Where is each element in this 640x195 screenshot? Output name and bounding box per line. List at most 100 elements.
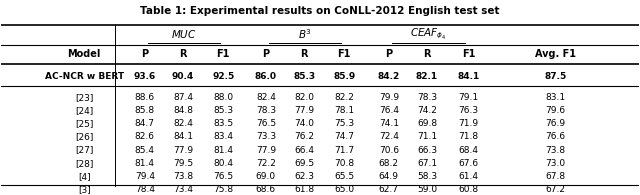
Text: 64.9: 64.9 (379, 172, 399, 181)
Text: 74.0: 74.0 (294, 119, 314, 128)
Text: 68.4: 68.4 (458, 146, 479, 155)
Text: 84.8: 84.8 (173, 106, 193, 115)
Text: 70.8: 70.8 (334, 159, 355, 168)
Text: 86.0: 86.0 (255, 72, 277, 81)
Text: 65.0: 65.0 (334, 185, 355, 194)
Text: 76.2: 76.2 (294, 132, 314, 141)
Text: 66.4: 66.4 (294, 146, 314, 155)
Text: 83.1: 83.1 (546, 93, 566, 102)
Text: 82.0: 82.0 (294, 93, 314, 102)
Text: 74.2: 74.2 (417, 106, 437, 115)
Text: 73.4: 73.4 (173, 185, 193, 194)
Text: 81.4: 81.4 (213, 146, 233, 155)
Text: 75.8: 75.8 (213, 185, 233, 194)
Text: 76.5: 76.5 (256, 119, 276, 128)
Text: 79.6: 79.6 (546, 106, 566, 115)
Text: 75.3: 75.3 (334, 119, 355, 128)
Text: [27]: [27] (75, 146, 93, 155)
Text: 82.2: 82.2 (334, 93, 354, 102)
Text: 85.3: 85.3 (213, 106, 233, 115)
Text: 67.2: 67.2 (546, 185, 566, 194)
Text: P: P (141, 49, 148, 59)
Text: 58.3: 58.3 (417, 172, 437, 181)
Text: 74.7: 74.7 (334, 132, 354, 141)
Text: 61.4: 61.4 (458, 172, 479, 181)
Text: 93.6: 93.6 (134, 72, 156, 81)
Text: [4]: [4] (78, 172, 90, 181)
Text: 62.7: 62.7 (379, 185, 399, 194)
Text: 76.6: 76.6 (546, 132, 566, 141)
Text: 73.8: 73.8 (546, 146, 566, 155)
Text: R: R (300, 49, 308, 59)
Text: 69.8: 69.8 (417, 119, 437, 128)
Text: 67.6: 67.6 (458, 159, 479, 168)
Text: Table 1: Experimental results on CoNLL-2012 English test set: Table 1: Experimental results on CoNLL-2… (140, 6, 500, 16)
Text: 87.5: 87.5 (545, 72, 567, 81)
Text: 90.4: 90.4 (172, 72, 194, 81)
Text: 92.5: 92.5 (212, 72, 234, 81)
Text: 84.2: 84.2 (378, 72, 400, 81)
Text: 76.4: 76.4 (379, 106, 399, 115)
Text: F1: F1 (216, 49, 230, 59)
Text: 77.9: 77.9 (294, 106, 314, 115)
Text: $B^3$: $B^3$ (298, 27, 312, 41)
Text: 72.2: 72.2 (256, 159, 276, 168)
Text: 74.1: 74.1 (379, 119, 399, 128)
Text: 60.8: 60.8 (458, 185, 479, 194)
Text: 78.1: 78.1 (334, 106, 355, 115)
Text: 59.0: 59.0 (417, 185, 437, 194)
Text: 85.4: 85.4 (135, 146, 155, 155)
Text: P: P (262, 49, 269, 59)
Text: 88.6: 88.6 (134, 93, 155, 102)
Text: 83.4: 83.4 (213, 132, 233, 141)
Text: 79.9: 79.9 (379, 93, 399, 102)
Text: 65.5: 65.5 (334, 172, 355, 181)
Text: Model: Model (68, 49, 101, 59)
Text: [26]: [26] (75, 132, 93, 141)
Text: 82.1: 82.1 (416, 72, 438, 81)
Text: 84.7: 84.7 (135, 119, 155, 128)
Text: 83.5: 83.5 (213, 119, 233, 128)
Text: 80.4: 80.4 (213, 159, 233, 168)
Text: 84.1: 84.1 (458, 72, 479, 81)
Text: $MUC$: $MUC$ (171, 28, 197, 40)
Text: 68.6: 68.6 (256, 185, 276, 194)
Text: 68.2: 68.2 (379, 159, 399, 168)
Text: F1: F1 (462, 49, 475, 59)
Text: [3]: [3] (78, 185, 91, 194)
Text: 85.3: 85.3 (293, 72, 315, 81)
Text: [25]: [25] (75, 119, 93, 128)
Text: 72.4: 72.4 (379, 132, 399, 141)
Text: Avg. F1: Avg. F1 (535, 49, 576, 59)
Text: 88.0: 88.0 (213, 93, 233, 102)
Text: 76.5: 76.5 (213, 172, 233, 181)
Text: 78.4: 78.4 (135, 185, 155, 194)
Text: 79.4: 79.4 (135, 172, 155, 181)
Text: 78.3: 78.3 (417, 93, 437, 102)
Text: 82.4: 82.4 (173, 119, 193, 128)
Text: 82.6: 82.6 (135, 132, 155, 141)
Text: 87.4: 87.4 (173, 93, 193, 102)
Text: R: R (423, 49, 431, 59)
Text: P: P (385, 49, 392, 59)
Text: R: R (179, 49, 187, 59)
Text: 81.4: 81.4 (135, 159, 155, 168)
Text: F1: F1 (337, 49, 351, 59)
Text: 77.9: 77.9 (256, 146, 276, 155)
Text: 82.4: 82.4 (256, 93, 276, 102)
Text: 69.0: 69.0 (256, 172, 276, 181)
Text: AC-NCR w BERT: AC-NCR w BERT (45, 72, 124, 81)
Text: [24]: [24] (75, 106, 93, 115)
Text: 85.8: 85.8 (134, 106, 155, 115)
Text: 66.3: 66.3 (417, 146, 437, 155)
Text: 79.5: 79.5 (173, 159, 193, 168)
Text: 71.9: 71.9 (458, 119, 479, 128)
Text: 73.3: 73.3 (256, 132, 276, 141)
Text: 77.9: 77.9 (173, 146, 193, 155)
Text: 61.8: 61.8 (294, 185, 314, 194)
Text: 67.1: 67.1 (417, 159, 437, 168)
Text: 71.1: 71.1 (417, 132, 437, 141)
Text: 73.0: 73.0 (546, 159, 566, 168)
Text: 71.7: 71.7 (334, 146, 355, 155)
Text: 70.6: 70.6 (379, 146, 399, 155)
